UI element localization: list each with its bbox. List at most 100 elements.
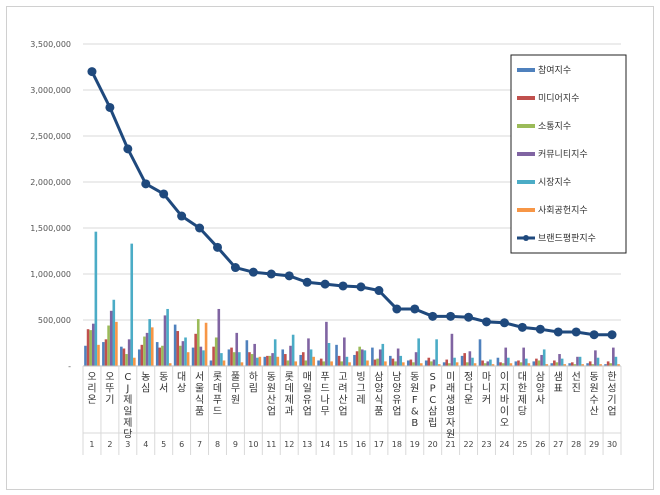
rank-label: 6 [179,440,184,449]
line-point [392,304,402,314]
bar [263,356,267,366]
line-point [141,179,151,189]
bar [445,359,449,366]
brand-reputation-chart: - 500,000 1,000,000 1,500,000 2,000,000 2,500… [30,40,627,455]
bar [527,363,531,366]
bar [238,352,241,366]
y-tick-label: 1,500,000 [30,224,71,233]
bar [535,358,538,366]
rank-label: 20 [428,440,438,449]
bar [137,349,141,366]
bar [560,358,564,366]
bar [281,349,285,366]
line-point [248,267,258,277]
bar [112,299,116,366]
rank-label: 26 [535,440,545,449]
bar [588,361,592,366]
legend-swatch-marker [523,235,529,241]
bar [309,349,313,366]
bar [384,361,387,366]
bar [325,321,328,366]
bar [596,357,600,366]
bar [496,357,500,366]
bar [107,325,110,366]
rank-label: 16 [356,440,366,449]
bar [517,360,520,366]
bar [222,360,226,366]
brand-index-line [87,67,617,340]
rank-label: 2 [107,440,112,449]
rank-label: 19 [410,440,420,449]
line-point [410,304,420,314]
y-tick-label: - [68,362,71,371]
legend-swatch [517,180,535,184]
bar [430,361,433,366]
bar [209,360,213,366]
bar [240,362,244,366]
line-point [213,242,222,252]
legend-label: 사회공헌지수 [538,205,588,216]
bar [227,349,231,366]
bar [545,364,549,366]
bar [345,356,349,366]
rank-label: 27 [553,440,563,449]
bar [294,361,298,366]
bar [145,332,149,366]
rank-label: 14 [320,440,330,449]
rank-label: 7 [197,440,202,449]
line-point [464,312,474,322]
bar [91,323,95,366]
y-tick-label: 1,000,000 [30,270,71,279]
bar [371,347,374,366]
bar [196,319,200,366]
rank-label: 12 [284,440,294,449]
bar [232,352,236,366]
bar [540,354,543,366]
bar [186,352,190,366]
line-point [607,330,617,340]
bar [366,360,369,366]
rank-label: 8 [215,440,220,449]
bar [133,357,136,366]
bar [291,334,295,366]
bar [155,342,159,366]
line-point [428,311,438,321]
bar [86,329,90,366]
bar [97,344,100,366]
bar [312,356,315,366]
bar [435,339,438,366]
rank-label: 10 [248,440,258,449]
bar [555,362,559,366]
legend-label: 참여지수 [538,64,571,76]
rank-label: 21 [446,440,456,449]
bar [337,355,341,366]
bar [391,358,395,366]
category-label: 동 원 F & B [410,371,419,429]
bar [322,361,326,366]
bar [363,350,367,366]
bar [612,347,615,366]
legend-swatch [517,124,535,128]
bar [568,363,571,366]
bar [537,360,541,366]
bar [504,347,508,366]
bar [299,354,302,366]
legend-label: 브랜드평판지수 [538,233,596,244]
bar [120,346,123,366]
bar [360,349,364,366]
bar [509,363,513,366]
bar [376,358,379,366]
bar [424,360,428,366]
bar [245,340,249,366]
bar [181,341,185,366]
bar [130,243,134,366]
